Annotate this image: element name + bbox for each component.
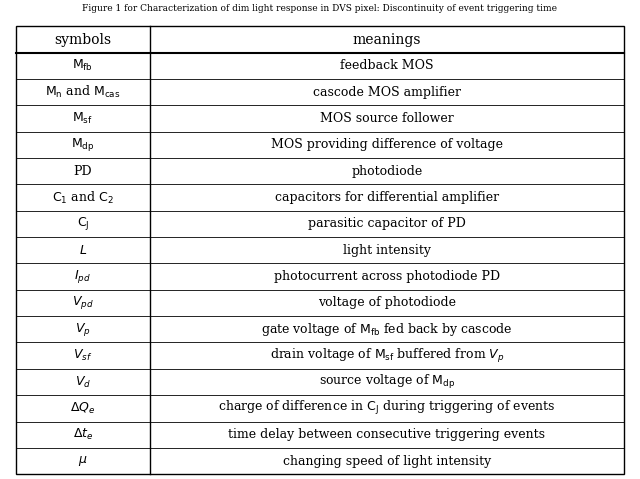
Text: $\mathrm{M_{fb}}$: $\mathrm{M_{fb}}$ — [72, 58, 93, 73]
Text: $\mathrm{M_{dp}}$: $\mathrm{M_{dp}}$ — [71, 137, 95, 153]
Text: $\mathrm{C_J}$: $\mathrm{C_J}$ — [77, 216, 89, 232]
Text: time delay between consecutive triggering events: time delay between consecutive triggerin… — [228, 428, 545, 441]
Text: MOS providing difference of voltage: MOS providing difference of voltage — [271, 138, 503, 151]
Text: cascode MOS amplifier: cascode MOS amplifier — [313, 86, 461, 99]
Text: capacitors for differential amplifier: capacitors for differential amplifier — [275, 191, 499, 204]
Text: voltage of photodiode: voltage of photodiode — [318, 297, 456, 309]
Text: $\mathit{L}$: $\mathit{L}$ — [79, 244, 87, 257]
Text: photodiode: photodiode — [351, 165, 422, 178]
Text: $\mathit{I_{pd}}$: $\mathit{I_{pd}}$ — [74, 268, 92, 285]
Text: light intensity: light intensity — [343, 244, 431, 257]
Text: $\mathrm{M_{sf}}$: $\mathrm{M_{sf}}$ — [72, 111, 93, 126]
Text: $\mathit{V_{sf}}$: $\mathit{V_{sf}}$ — [73, 348, 93, 363]
Text: Figure 1 for Characterization of dim light response in DVS pixel: Discontinuity : Figure 1 for Characterization of dim lig… — [83, 4, 557, 13]
Text: $\mathit{V_d}$: $\mathit{V_d}$ — [75, 375, 91, 389]
Text: charge of difference in $\mathrm{C_J}$ during triggering of events: charge of difference in $\mathrm{C_J}$ d… — [218, 399, 556, 417]
Text: parasitic capacitor of PD: parasitic capacitor of PD — [308, 217, 466, 230]
Text: changing speed of light intensity: changing speed of light intensity — [283, 455, 491, 468]
Text: $\mu$: $\mu$ — [78, 454, 88, 468]
Text: $\Delta\mathit{Q_e}$: $\Delta\mathit{Q_e}$ — [70, 401, 95, 416]
Text: $\mathit{V_p}$: $\mathit{V_p}$ — [75, 321, 91, 338]
Text: $\mathrm{M_n}$ and $\mathrm{M_{cas}}$: $\mathrm{M_n}$ and $\mathrm{M_{cas}}$ — [45, 84, 121, 100]
Text: source voltage of $\mathrm{M_{dp}}$: source voltage of $\mathrm{M_{dp}}$ — [319, 373, 455, 391]
Text: gate voltage of $\mathrm{M_{fb}}$ fed back by cascode: gate voltage of $\mathrm{M_{fb}}$ fed ba… — [261, 321, 513, 338]
Text: feedback MOS: feedback MOS — [340, 59, 434, 72]
Text: $\Delta\mathit{t_e}$: $\Delta\mathit{t_e}$ — [73, 427, 93, 442]
Text: PD: PD — [74, 165, 92, 178]
Text: symbols: symbols — [54, 33, 111, 46]
Text: MOS source follower: MOS source follower — [320, 112, 454, 125]
Text: $\mathrm{C_1}$ and $\mathrm{C_2}$: $\mathrm{C_1}$ and $\mathrm{C_2}$ — [52, 190, 114, 205]
Text: photocurrent across photodiode PD: photocurrent across photodiode PD — [274, 270, 500, 283]
Text: $\mathit{V_{pd}}$: $\mathit{V_{pd}}$ — [72, 295, 93, 311]
Text: drain voltage of $\mathrm{M_{sf}}$ buffered from $\mathit{V_p}$: drain voltage of $\mathrm{M_{sf}}$ buffe… — [269, 347, 504, 365]
Text: meanings: meanings — [353, 33, 421, 46]
